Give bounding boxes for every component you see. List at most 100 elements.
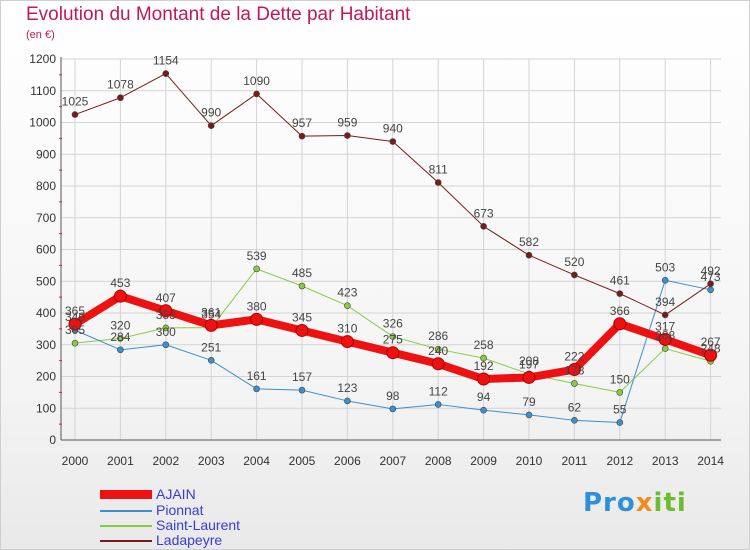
x-tick-label: 2002 bbox=[152, 454, 179, 468]
data-point bbox=[431, 357, 445, 371]
data-label: 275 bbox=[383, 333, 403, 347]
data-point bbox=[71, 111, 79, 118]
data-label: 354 bbox=[201, 308, 221, 322]
data-label: 461 bbox=[610, 274, 630, 288]
data-label: 150 bbox=[610, 372, 630, 386]
data-label: 208 bbox=[519, 354, 539, 368]
data-label: 423 bbox=[337, 286, 357, 300]
logo-part: Pro bbox=[583, 488, 636, 518]
data-label: 178 bbox=[564, 363, 584, 377]
data-label: 453 bbox=[110, 276, 130, 290]
data-point bbox=[68, 317, 82, 331]
data-point bbox=[159, 304, 173, 318]
y-tick-label: 900 bbox=[36, 147, 56, 161]
y-tick-label: 200 bbox=[36, 370, 56, 384]
data-point bbox=[480, 223, 487, 230]
data-point bbox=[117, 346, 124, 354]
data-label: 267 bbox=[701, 335, 721, 349]
legend-swatch bbox=[100, 525, 152, 527]
data-label: 286 bbox=[428, 329, 448, 343]
y-tick-label: 400 bbox=[36, 306, 56, 320]
data-label: 492 bbox=[701, 264, 721, 278]
data-label: 310 bbox=[337, 322, 357, 336]
data-label: 197 bbox=[519, 357, 539, 371]
data-label: 317 bbox=[655, 319, 675, 333]
data-point bbox=[298, 282, 306, 290]
data-label: 326 bbox=[383, 316, 403, 330]
data-point bbox=[707, 286, 714, 294]
data-point bbox=[480, 354, 487, 362]
data-point bbox=[434, 401, 442, 408]
data-label: 98 bbox=[386, 389, 400, 403]
data-point bbox=[434, 179, 442, 186]
data-point bbox=[389, 138, 397, 145]
data-label: 940 bbox=[383, 122, 403, 136]
data-label: 248 bbox=[701, 341, 721, 355]
data-point bbox=[389, 333, 397, 340]
x-tick-label: 2008 bbox=[425, 454, 452, 468]
data-point bbox=[480, 406, 487, 414]
data-point bbox=[434, 345, 442, 353]
x-tick-label: 2000 bbox=[62, 454, 89, 468]
legend-label: Pionnat bbox=[156, 502, 204, 518]
data-label: 346 bbox=[65, 310, 85, 324]
data-point bbox=[525, 411, 533, 419]
y-tick-label: 800 bbox=[36, 179, 56, 193]
legend-swatch bbox=[100, 540, 152, 542]
y-tick-label: 300 bbox=[36, 338, 56, 352]
series-pionnat bbox=[71, 276, 714, 426]
data-point bbox=[477, 372, 491, 386]
data-point bbox=[162, 70, 170, 77]
data-point bbox=[616, 419, 624, 426]
data-point bbox=[253, 385, 260, 393]
proxiti-logo: Proxiti bbox=[583, 488, 687, 518]
data-point bbox=[571, 271, 578, 279]
data-point bbox=[707, 280, 714, 288]
data-point bbox=[661, 311, 669, 319]
data-label: 673 bbox=[474, 206, 494, 220]
axes: 0 100 200 300 400 500 600 700 800 900 1000 1100 1200… bbox=[29, 52, 724, 468]
data-point bbox=[571, 417, 578, 424]
y-tick-label: 600 bbox=[36, 243, 56, 257]
data-point bbox=[162, 341, 170, 349]
data-label: 1025 bbox=[62, 95, 89, 109]
y-tick-label: 100 bbox=[36, 401, 56, 415]
data-point bbox=[207, 357, 215, 364]
data-point bbox=[340, 335, 354, 349]
data-label: 62 bbox=[568, 400, 582, 414]
series bbox=[68, 70, 718, 426]
data-point bbox=[389, 405, 397, 413]
data-label: 503 bbox=[655, 260, 675, 274]
x-tick-label: 2005 bbox=[289, 454, 316, 468]
data-point bbox=[567, 363, 581, 377]
data-label: 305 bbox=[65, 323, 85, 337]
data-label: 258 bbox=[474, 338, 494, 352]
data-point bbox=[298, 132, 306, 140]
x-tick-label: 2009 bbox=[470, 454, 497, 468]
x-tick-label: 2013 bbox=[652, 454, 679, 468]
data-label: 407 bbox=[156, 291, 176, 305]
logo-part: x bbox=[635, 488, 654, 518]
x-tick-label: 2007 bbox=[379, 454, 406, 468]
data-label: 94 bbox=[477, 390, 491, 404]
legend-label: AJAIN bbox=[156, 486, 196, 502]
legend-label: Saint-Laurent bbox=[156, 517, 241, 533]
series-ladapeyre bbox=[71, 70, 714, 319]
data-label: 473 bbox=[701, 270, 721, 284]
data-label: 157 bbox=[292, 370, 312, 384]
chart-subtitle: (en €) bbox=[26, 29, 55, 41]
data-point bbox=[295, 323, 309, 337]
x-tick-label: 2010 bbox=[516, 454, 543, 468]
data-point bbox=[344, 302, 351, 309]
data-point bbox=[616, 290, 624, 297]
data-label: 957 bbox=[292, 116, 312, 130]
data-label: 485 bbox=[292, 266, 312, 280]
y-tick-label: 500 bbox=[36, 274, 56, 288]
legend-swatch bbox=[100, 490, 152, 499]
y-tick-label: 1100 bbox=[30, 84, 56, 98]
data-point bbox=[162, 324, 170, 332]
data-label: 288 bbox=[655, 329, 675, 343]
data-label: 251 bbox=[201, 340, 221, 354]
x-tick-label: 2003 bbox=[198, 454, 225, 468]
data-label: 345 bbox=[292, 310, 312, 324]
